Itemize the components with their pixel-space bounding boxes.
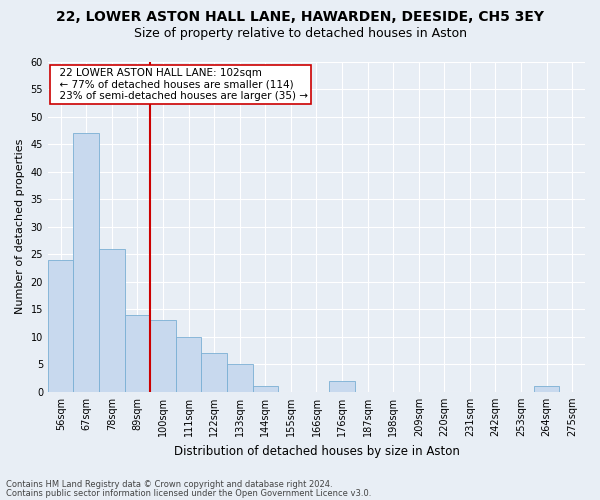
Text: Contains public sector information licensed under the Open Government Licence v3: Contains public sector information licen… xyxy=(6,490,371,498)
Bar xyxy=(48,260,73,392)
Bar xyxy=(534,386,559,392)
Bar xyxy=(150,320,176,392)
Text: Contains HM Land Registry data © Crown copyright and database right 2024.: Contains HM Land Registry data © Crown c… xyxy=(6,480,332,489)
Bar xyxy=(73,133,99,392)
Bar xyxy=(99,248,125,392)
Bar xyxy=(227,364,253,392)
Y-axis label: Number of detached properties: Number of detached properties xyxy=(15,139,25,314)
X-axis label: Distribution of detached houses by size in Aston: Distribution of detached houses by size … xyxy=(173,444,460,458)
Bar xyxy=(125,314,150,392)
Bar xyxy=(176,337,202,392)
Bar xyxy=(202,354,227,392)
Bar xyxy=(329,381,355,392)
Text: 22, LOWER ASTON HALL LANE, HAWARDEN, DEESIDE, CH5 3EY: 22, LOWER ASTON HALL LANE, HAWARDEN, DEE… xyxy=(56,10,544,24)
Text: Size of property relative to detached houses in Aston: Size of property relative to detached ho… xyxy=(133,28,467,40)
Bar xyxy=(253,386,278,392)
Text: 22 LOWER ASTON HALL LANE: 102sqm
  ← 77% of detached houses are smaller (114)
  : 22 LOWER ASTON HALL LANE: 102sqm ← 77% o… xyxy=(53,68,308,102)
